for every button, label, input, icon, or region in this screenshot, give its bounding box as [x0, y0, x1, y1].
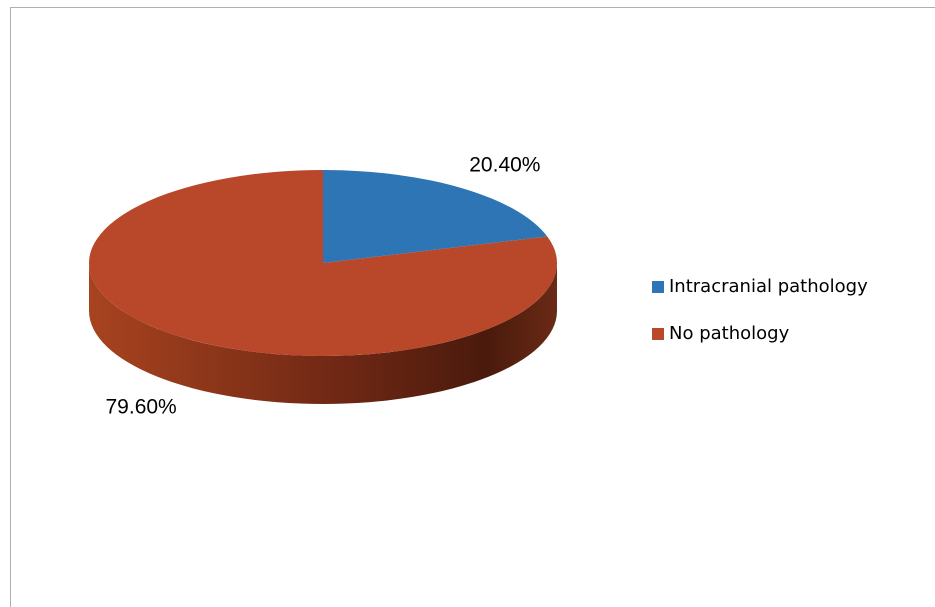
pie-side: [89, 263, 557, 404]
data-label: 79.60%: [106, 395, 177, 418]
legend-swatch: [652, 281, 664, 293]
pie-slice: [323, 170, 548, 263]
legend-label: No pathology: [669, 323, 790, 344]
pie-slice: [89, 170, 557, 356]
data-label: 20.40%: [469, 154, 540, 177]
legend-label: Intracranial pathology: [669, 276, 868, 297]
chart-border: [10, 7, 935, 607]
legend-swatch: [652, 328, 664, 340]
